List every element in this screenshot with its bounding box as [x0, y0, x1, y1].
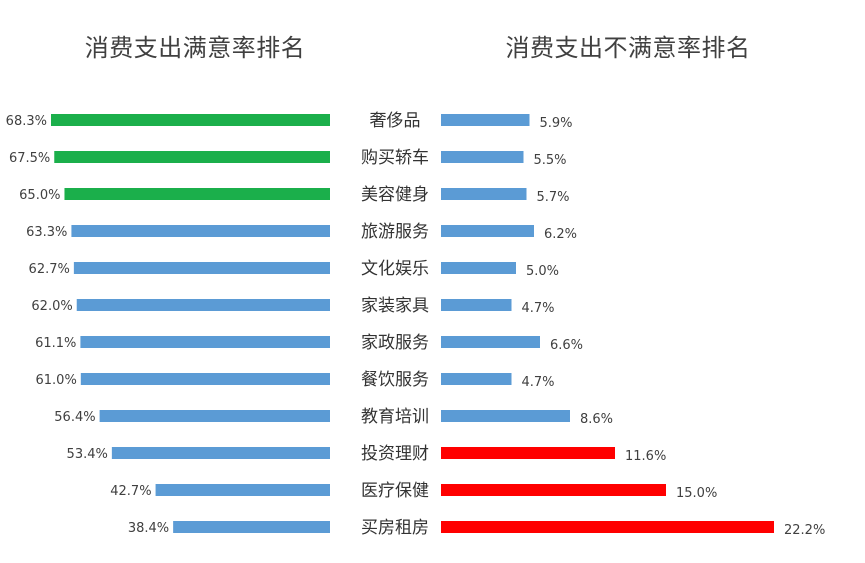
- satisfaction-value-label: 68.3%: [6, 114, 47, 129]
- satisfaction-value-label: 65.0%: [19, 188, 60, 203]
- category-label: 文化娱乐: [361, 259, 429, 279]
- satisfaction-bar: [155, 484, 330, 496]
- satisfaction-value-label: 62.7%: [29, 262, 70, 277]
- dissatisfaction-value-label: 5.5%: [534, 153, 567, 168]
- dissatisfaction-bar: [441, 521, 774, 533]
- satisfaction-bar: [76, 299, 330, 311]
- satisfaction-bar: [111, 447, 331, 459]
- dissatisfaction-value-label: 4.7%: [522, 375, 555, 390]
- satisfaction-bar: [73, 262, 331, 274]
- satisfaction-value-label: 61.0%: [36, 373, 77, 388]
- dissatisfaction-value-label: 8.6%: [580, 412, 613, 427]
- dissatisfaction-bar: [441, 225, 534, 237]
- dissatisfaction-value-label: 22.2%: [784, 523, 825, 538]
- dissatisfaction-bar: [441, 484, 666, 496]
- category-label: 家政服务: [361, 333, 429, 353]
- dissatisfaction-value-label: 11.6%: [625, 449, 666, 464]
- category-label: 买房租房: [361, 518, 429, 538]
- dissatisfaction-bar: [441, 114, 530, 126]
- satisfaction-value-label: 67.5%: [9, 151, 50, 166]
- dissatisfaction-value-label: 5.9%: [540, 116, 573, 131]
- satisfaction-bar: [173, 521, 330, 533]
- category-label: 购买轿车: [361, 148, 429, 168]
- dissatisfaction-value-label: 5.7%: [537, 190, 570, 205]
- dissatisfaction-bar: [441, 373, 512, 385]
- dissatisfaction-bar: [441, 151, 524, 163]
- satisfaction-bar: [50, 114, 330, 126]
- dissatisfaction-bar: [441, 447, 615, 459]
- dissatisfaction-bar: [441, 299, 512, 311]
- satisfaction-value-label: 38.4%: [128, 521, 169, 536]
- dissatisfaction-value-label: 6.6%: [550, 338, 583, 353]
- dissatisfaction-value-label: 15.0%: [676, 486, 717, 501]
- dissatisfaction-bar: [441, 262, 516, 274]
- dissatisfaction-value-label: 5.0%: [526, 264, 559, 279]
- satisfaction-value-label: 62.0%: [31, 299, 72, 314]
- chart-title-satisfaction: 消费支出满意率排名: [84, 34, 306, 62]
- satisfaction-bar: [54, 151, 330, 163]
- dissatisfaction-value-label: 6.2%: [544, 227, 577, 242]
- category-label: 美容健身: [361, 185, 429, 205]
- satisfaction-value-label: 61.1%: [35, 336, 76, 351]
- satisfaction-bar: [80, 373, 330, 385]
- category-label: 投资理财: [361, 444, 429, 464]
- category-label: 家装家具: [361, 296, 429, 316]
- satisfaction-value-label: 56.4%: [54, 410, 95, 425]
- dissatisfaction-value-label: 4.7%: [522, 301, 555, 316]
- satisfaction-bar: [99, 410, 330, 422]
- category-label: 教育培训: [361, 407, 429, 427]
- category-label: 餐饮服务: [361, 370, 429, 390]
- satisfaction-value-label: 42.7%: [110, 484, 151, 499]
- satisfaction-bar: [80, 336, 331, 348]
- satisfaction-bar: [71, 225, 331, 237]
- category-label: 医疗保健: [361, 481, 429, 501]
- satisfaction-bar: [64, 188, 330, 200]
- category-label: 奢侈品: [370, 111, 421, 131]
- dissatisfaction-bar: [441, 188, 527, 200]
- dissatisfaction-bar: [441, 410, 570, 422]
- dissatisfaction-bar: [441, 336, 540, 348]
- satisfaction-value-label: 63.3%: [26, 225, 67, 240]
- satisfaction-value-label: 53.4%: [67, 447, 108, 462]
- chart-title-dissatisfaction: 消费支出不满意率排名: [505, 34, 751, 62]
- category-label: 旅游服务: [361, 222, 429, 242]
